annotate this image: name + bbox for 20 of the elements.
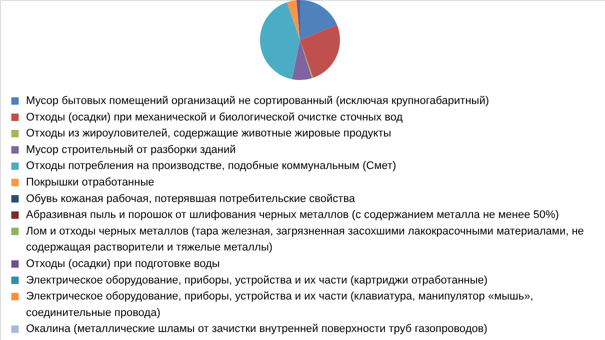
legend-label: Отходы (осадки) при подготовке воды bbox=[26, 258, 220, 270]
pie-slice bbox=[286, 0, 300, 40]
legend-label: Отходы (осадки) при механической и биологической очистке сточных вод bbox=[26, 111, 404, 124]
legend-label: Электрическое оборудование, приборы, устройства и их части (картриджи отработанные) bbox=[26, 274, 488, 286]
legend-label: Покрышки отработанные bbox=[26, 176, 154, 188]
pie-slice bbox=[292, 40, 312, 80]
legend-label: Электрическое оборудование, приборы, устройства и их части (клавиатура, манипулятор «мышь», соединительные провода) bbox=[26, 290, 534, 319]
legend-label: Абразивная пыль и порошок от шлифования черных металлов (с содержанием металла не менее 50%) bbox=[26, 209, 559, 222]
legend-label: Мусор строительный от разборки зданий bbox=[26, 144, 236, 156]
legend-label: Лом и отходы черных металлов (тара железная, загрязненная засохшими лакокрасочными материалами, не содержащая растворители и тяжелые металлы) bbox=[26, 225, 584, 254]
pie-slice bbox=[260, 2, 300, 80]
legend-label: Мусор бытовых помещений организаций не сортированный (исключая крупногабаритный) bbox=[26, 95, 489, 107]
pie-slice bbox=[296, 0, 300, 40]
pie-slice bbox=[300, 40, 314, 78]
legend-label: Обувь кожаная рабочая, потерявшая потребительские свойства bbox=[26, 192, 356, 205]
legend-label: Отходы из жироуловителей, содержащие животные жировые продукты bbox=[26, 128, 392, 140]
pie-slice bbox=[300, 0, 338, 40]
legend-label: Отходы потребления на производстве, подобные коммунальным (Смет) bbox=[26, 160, 396, 172]
legend-label: Окалина (металлические шламы от зачистки внутренней поверхности труб газопроводов) bbox=[26, 323, 488, 336]
pie-slice bbox=[300, 25, 340, 78]
